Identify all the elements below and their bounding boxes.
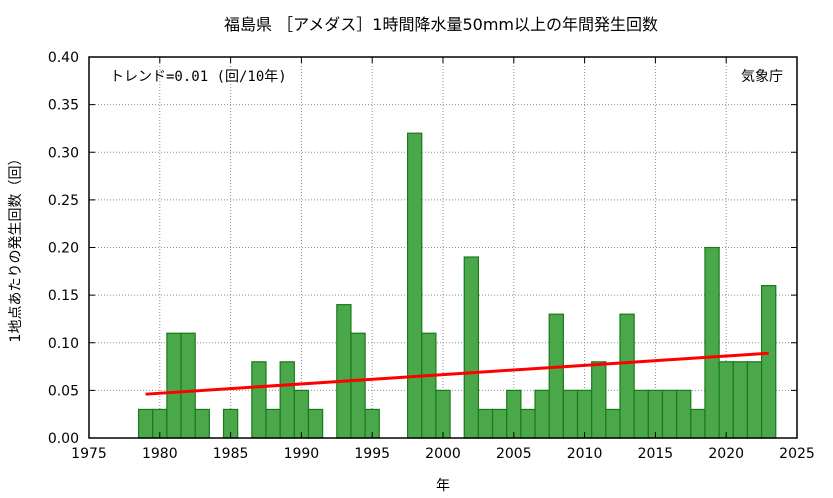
bar-2005 bbox=[506, 389, 522, 439]
trend-line bbox=[145, 351, 769, 396]
x-tick-label: 1990 bbox=[284, 446, 320, 462]
y-tick-label: 0.30 bbox=[48, 145, 79, 161]
bar-2021 bbox=[732, 361, 749, 439]
bar-2004 bbox=[491, 408, 508, 439]
bar-2006 bbox=[520, 408, 536, 439]
bar-2020 bbox=[718, 361, 734, 439]
x-tick-label: 2020 bbox=[708, 446, 744, 462]
bar-1982 bbox=[180, 332, 196, 439]
y-tick-label: 0.10 bbox=[48, 336, 79, 352]
x-tick-label: 2005 bbox=[496, 446, 532, 462]
bar-2000 bbox=[435, 389, 451, 439]
y-tick-label: 0.00 bbox=[48, 431, 79, 447]
bar-2014 bbox=[633, 389, 649, 439]
bar-1998 bbox=[407, 132, 423, 439]
x-tick-label: 2025 bbox=[779, 446, 815, 462]
bar-1994 bbox=[350, 332, 366, 439]
bar-2019 bbox=[704, 246, 720, 439]
bar-2009 bbox=[562, 389, 579, 439]
bar-1991 bbox=[307, 408, 324, 439]
bar-2012 bbox=[605, 408, 621, 439]
y-tick-label: 0.20 bbox=[48, 241, 79, 257]
x-axis: 1975 1980 1985 1990 1995 2000 2005 2010 2015 2020… bbox=[71, 57, 815, 462]
y-axis: 0.00 0.05 0.10 0.15 0.20 0.25 0.30 0.35 0.40 bbox=[48, 50, 797, 447]
bar-2022 bbox=[746, 361, 763, 439]
y-tick-label: 0.25 bbox=[48, 193, 79, 209]
bar-1988 bbox=[265, 408, 281, 439]
bar-1983 bbox=[194, 408, 210, 439]
x-tick-label: 1980 bbox=[142, 446, 178, 462]
trend-annotation: トレンド=0.01 (回/10年) bbox=[110, 69, 287, 85]
bar-1993 bbox=[336, 304, 352, 439]
bar-2016 bbox=[661, 389, 678, 439]
chart-title: 福島県 ［アメダス］1時間降水量50mm以上の年間発生回数 bbox=[224, 15, 658, 34]
bar-2010 bbox=[576, 389, 593, 439]
bar-1999 bbox=[421, 332, 437, 439]
bar-1987 bbox=[251, 361, 267, 439]
x-tick-label: 1975 bbox=[71, 446, 107, 462]
x-tick-label: 2015 bbox=[638, 446, 674, 462]
y-tick-label: 0.15 bbox=[48, 288, 79, 304]
bar-2017 bbox=[676, 389, 692, 439]
x-tick-label: 1995 bbox=[354, 446, 390, 462]
bar-2003 bbox=[477, 408, 494, 439]
y-tick-label: 0.05 bbox=[48, 383, 79, 399]
grid bbox=[89, 57, 797, 438]
bar-1989 bbox=[279, 361, 295, 439]
y-tick-label: 0.35 bbox=[48, 98, 79, 114]
bar-1981 bbox=[166, 332, 182, 439]
bar-2013 bbox=[619, 313, 635, 439]
bar-2023 bbox=[760, 285, 777, 439]
bar-2011 bbox=[591, 361, 607, 439]
bar-1979 bbox=[137, 408, 154, 439]
bar-2007 bbox=[534, 389, 550, 439]
bar-1990 bbox=[293, 389, 310, 439]
bar-2008 bbox=[548, 313, 564, 439]
y-tick-label: 0.40 bbox=[48, 50, 79, 66]
bar-2002 bbox=[463, 256, 479, 439]
bars bbox=[137, 132, 777, 439]
x-tick-label: 2010 bbox=[567, 446, 603, 462]
y-axis-label: 1地点あたりの発生回数（回） bbox=[8, 152, 24, 343]
source-label: 気象庁 bbox=[741, 69, 783, 85]
bar-2018 bbox=[690, 408, 706, 439]
bar-2015 bbox=[647, 389, 664, 439]
x-axis-label: 年 bbox=[436, 478, 450, 494]
x-tick-label: 1985 bbox=[213, 446, 249, 462]
x-tick-label: 2000 bbox=[425, 446, 461, 462]
